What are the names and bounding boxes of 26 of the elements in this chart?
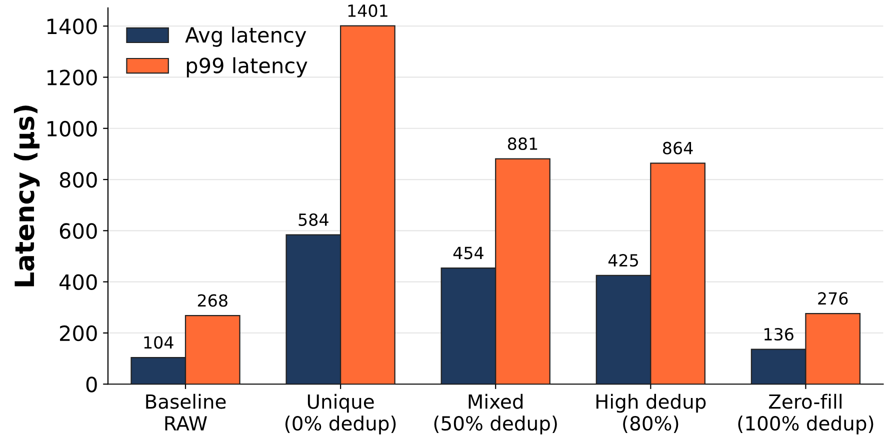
data-label: 584 xyxy=(298,213,328,226)
y-tick-label: 800 xyxy=(60,172,97,188)
x-tick-label: Zero-fill (100% dedup) xyxy=(738,394,874,434)
data-label: 881 xyxy=(508,137,538,150)
data-label: 454 xyxy=(453,246,484,260)
y-tick-label: 400 xyxy=(60,274,97,290)
y-tick-label: 1200 xyxy=(48,70,97,86)
x-tick-label: Mixed (50% dedup) xyxy=(434,394,557,434)
y-axis-title: Latency (µs) xyxy=(14,106,40,286)
data-label: 104 xyxy=(144,336,174,349)
legend-label: p99 latency xyxy=(186,57,308,78)
data-label: 136 xyxy=(764,328,794,341)
y-tick-label: 1000 xyxy=(48,120,97,137)
legend-label: Avg latency xyxy=(185,26,306,47)
x-tick-label: Baseline RAW xyxy=(146,394,226,430)
x-tick-label: Unique (0% dedup) xyxy=(285,394,396,434)
y-tick-label: 1400 xyxy=(48,18,97,34)
y-tick-label: 600 xyxy=(60,223,97,239)
data-label: 268 xyxy=(198,294,228,307)
x-tick-label: High dedup (80%) xyxy=(596,394,706,433)
data-label: 864 xyxy=(663,142,693,154)
data-label: 425 xyxy=(608,254,638,267)
data-label: 1401 xyxy=(348,4,388,18)
data-label: 276 xyxy=(818,292,848,305)
y-tick-label: 200 xyxy=(60,325,97,342)
y-tick-label: 0 xyxy=(86,376,97,392)
